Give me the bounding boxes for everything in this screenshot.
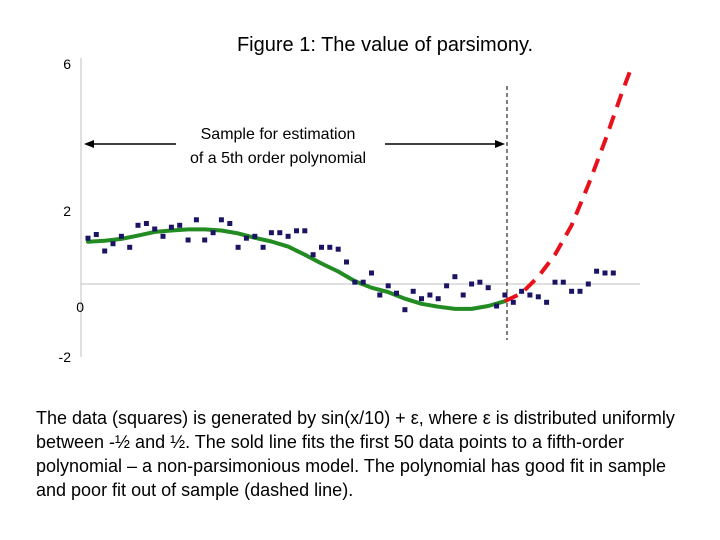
data-point: [135, 222, 141, 228]
annotation-line-2: of a 5th order polynomial: [190, 150, 366, 167]
data-point: [110, 241, 116, 247]
arrowhead-left: [84, 140, 94, 148]
data-point: [585, 281, 591, 287]
data-point: [268, 230, 274, 236]
data-point: [460, 292, 466, 298]
data-point: [410, 288, 416, 294]
annotation-line-1: Sample for estimation: [201, 126, 356, 143]
data-point: [235, 244, 241, 250]
data-point: [577, 288, 583, 294]
data-point: [494, 303, 500, 309]
y-tick-label: 2: [63, 203, 71, 219]
data-point: [477, 279, 483, 285]
data-point: [143, 221, 149, 226]
data-point: [218, 217, 224, 223]
data-point: [127, 244, 133, 250]
data-point: [352, 279, 358, 285]
data-point: [610, 270, 616, 276]
data-point: [502, 292, 508, 298]
data-point: [360, 279, 366, 285]
data-point: [369, 270, 374, 276]
data-point: [419, 296, 424, 302]
data-point: [485, 285, 491, 291]
data-point: [160, 233, 166, 239]
data-point: [427, 292, 433, 298]
data-point: [527, 292, 533, 298]
data-point: [385, 283, 391, 289]
data-point: [294, 228, 299, 234]
data-point: [202, 237, 208, 243]
data-point: [519, 288, 525, 294]
data-point: [152, 226, 158, 232]
data-point: [335, 246, 341, 252]
data-point: [193, 217, 199, 223]
data-point: [319, 244, 324, 250]
data-point: [602, 270, 608, 276]
data-point: [252, 233, 258, 239]
data-point: [93, 232, 99, 237]
forecast-dashed-line: [504, 70, 632, 304]
data-point: [394, 290, 399, 296]
y-tick-label: 6: [63, 56, 71, 72]
scatter-chart: 6 2 0 -2 Sample for estimation of a 5th …: [59, 56, 640, 365]
data-point: [210, 230, 216, 236]
figure-caption: The data (squares) is generated by sin(x…: [36, 408, 675, 500]
data-point: [260, 244, 266, 250]
data-point: [102, 248, 108, 254]
data-point: [560, 279, 566, 285]
data-point: [377, 292, 383, 298]
fit-line: [86, 227, 507, 311]
data-point: [344, 259, 349, 265]
data-point: [227, 221, 233, 226]
data-point: [469, 281, 475, 287]
data-point: [569, 288, 575, 294]
data-point: [118, 233, 124, 239]
data-point: [185, 237, 191, 243]
data-point: [327, 244, 333, 250]
data-point: [452, 274, 458, 280]
data-point: [552, 279, 558, 285]
data-point: [435, 296, 441, 302]
data-point: [310, 252, 316, 258]
data-point: [510, 299, 516, 305]
data-point: [302, 228, 308, 234]
data-point: [285, 233, 291, 239]
chart-title: Figure 1: The value of parsimony.: [236, 34, 534, 56]
data-point: [243, 235, 249, 241]
data-point: [85, 235, 91, 241]
y-tick-label: 0: [76, 299, 84, 315]
data-point: [444, 283, 450, 289]
data-point: [277, 230, 283, 236]
data-point: [535, 294, 541, 300]
data-point: [594, 268, 600, 274]
data-point: [168, 224, 174, 230]
data-point: [544, 299, 550, 305]
data-point: [402, 307, 408, 313]
y-tick-label: -2: [59, 349, 72, 365]
data-point: [177, 222, 183, 228]
arrowhead-right: [495, 140, 505, 148]
